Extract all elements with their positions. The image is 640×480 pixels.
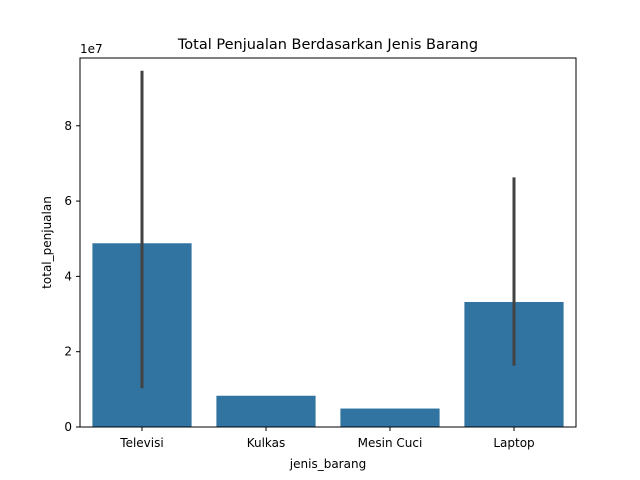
x-tick-label-laptop: Laptop bbox=[493, 436, 534, 450]
x-tick-label-kulkas: Kulkas bbox=[247, 436, 286, 450]
y-tick-label: 6 bbox=[64, 194, 72, 208]
y-tick-label: 0 bbox=[64, 420, 72, 434]
y-scale-label: 1e7 bbox=[80, 42, 103, 56]
y-axis: 0 2 4 6 8 bbox=[64, 119, 80, 434]
x-axis: Televisi Kulkas Mesin Cuci Laptop bbox=[119, 427, 535, 450]
bar-kulkas bbox=[216, 395, 316, 427]
y-tick-label: 4 bbox=[64, 269, 72, 283]
y-tick-label: 8 bbox=[64, 119, 72, 133]
plot-frame bbox=[79, 57, 577, 428]
x-axis-label: jenis_barang bbox=[289, 457, 366, 471]
x-tick-label-mesin-cuci: Mesin Cuci bbox=[358, 436, 423, 450]
x-tick-label-televisi: Televisi bbox=[119, 436, 163, 450]
y-axis-label: total_penjualan bbox=[40, 196, 54, 289]
bar-mesin-cuci bbox=[340, 408, 440, 427]
y-tick-label: 2 bbox=[64, 345, 72, 359]
chart-title: Total Penjualan Berdasarkan Jenis Barang bbox=[177, 37, 478, 53]
bars-group bbox=[92, 243, 564, 427]
error-bars-group bbox=[140, 70, 516, 389]
